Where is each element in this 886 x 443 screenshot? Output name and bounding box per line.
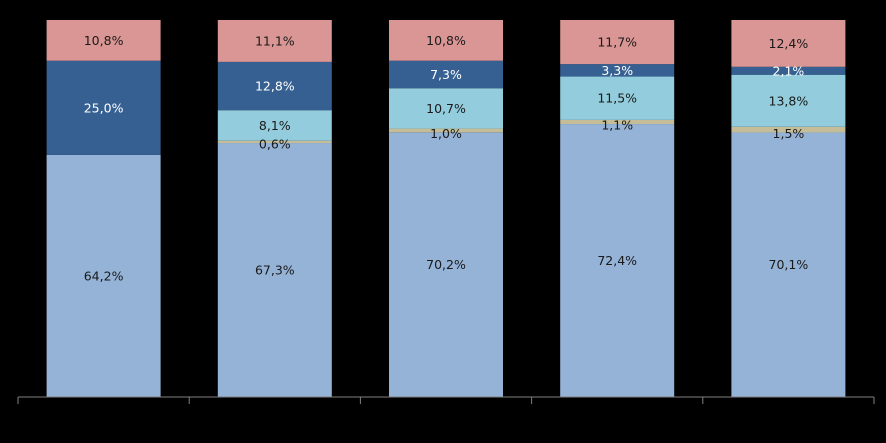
bar-segment-s0-c1 [217, 143, 332, 397]
data-label-s2-c1: 8,1% [259, 118, 291, 133]
bar-segment-s2-c1 [217, 110, 332, 141]
data-label-s2-c2: 10,7% [426, 101, 466, 116]
bar-segment-s4-c0 [46, 20, 161, 61]
data-label-s0-c0: 64,2% [84, 268, 124, 283]
bar-segment-s1-c1 [217, 140, 332, 144]
bar-segment-s0-c4 [731, 132, 846, 397]
data-label-s3-c1: 12,8% [255, 79, 295, 94]
data-label-s0-c4: 70,1% [769, 257, 809, 272]
bar-segment-s2-c4 [731, 74, 846, 127]
data-labels-group: 64,2% 25,0% 10,8% 67,3% 0,6% 8,1% 12,8% 11,1% 70… [84, 33, 809, 284]
data-label-s0-c3: 72,4% [597, 253, 637, 268]
data-label-s0-c2: 70,2% [426, 257, 466, 272]
bar-segment-s1-c4 [731, 126, 846, 133]
data-label-s2-c4: 13,8% [769, 93, 809, 108]
bars-group [46, 20, 846, 397]
bar-segment-s4-c3 [560, 20, 675, 65]
bar-segment-s3-c0 [46, 60, 161, 155]
data-label-s1-c1: 0,6% [259, 137, 291, 152]
data-label-s3-c2: 7,3% [430, 67, 462, 82]
data-label-s4-c3: 11,7% [597, 35, 637, 50]
data-label-s1-c3: 1,1% [601, 118, 633, 133]
data-label-s1-c2: 1,0% [430, 126, 462, 141]
data-label-s3-c0: 25,0% [84, 100, 124, 115]
bar-segment-s4-c1 [217, 20, 332, 62]
data-label-s1-c4: 1,5% [773, 126, 805, 141]
data-label-s4-c0: 10,8% [84, 33, 124, 48]
data-label-s4-c1: 11,1% [255, 33, 295, 48]
bar-segment-s3-c1 [217, 61, 332, 111]
data-label-s2-c3: 11,5% [597, 91, 637, 106]
bar-segment-s3-c4 [731, 66, 846, 75]
bar-segment-s0-c2 [389, 132, 503, 397]
bar-segment-s4-c2 [389, 20, 503, 61]
bar-segment-s1-c2 [389, 128, 503, 133]
bar-segment-s3-c3 [560, 64, 675, 77]
data-label-s4-c2: 10,8% [426, 33, 466, 48]
data-label-s3-c3: 3,3% [601, 63, 633, 78]
bar-segment-s0-c0 [46, 154, 161, 397]
x-axis [17, 396, 875, 404]
bar-segment-s0-c3 [560, 124, 675, 397]
bar-segment-s1-c3 [560, 119, 675, 125]
data-label-s4-c4: 12,4% [769, 36, 809, 51]
data-label-s3-c4: 2,1% [773, 63, 805, 78]
bar-segment-s2-c2 [389, 88, 503, 129]
bar-segment-s3-c2 [389, 60, 503, 89]
data-label-s0-c1: 67,3% [255, 263, 295, 278]
bar-segment-s2-c3 [560, 76, 675, 120]
bar-segment-s4-c4 [731, 20, 846, 67]
